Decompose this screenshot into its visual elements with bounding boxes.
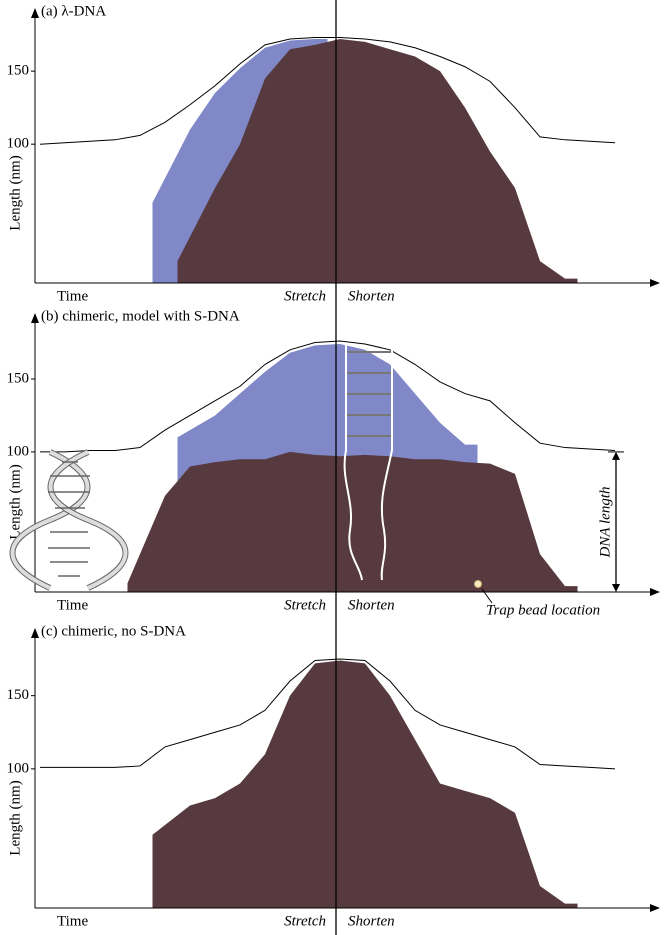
length-area xyxy=(127,451,578,592)
helix-strand xyxy=(10,450,90,590)
trap-bead xyxy=(474,580,482,588)
y-tick-label: 100 xyxy=(7,443,30,459)
y-axis-arrow xyxy=(31,8,39,18)
x-axis-arrow xyxy=(650,588,660,596)
y-axis-arrow xyxy=(31,313,39,323)
outline-line xyxy=(40,658,616,770)
panel-title: (c) chimeric, no S-DNA xyxy=(41,623,186,639)
arrow-head xyxy=(612,584,620,592)
y-tick-label: 150 xyxy=(7,370,30,386)
ladder-rail xyxy=(343,345,363,581)
y-axis-arrow xyxy=(31,628,39,638)
y-tick-label: 150 xyxy=(7,687,30,703)
outline-line xyxy=(40,340,616,453)
annotation: Time xyxy=(57,597,88,613)
annotation: Shorten xyxy=(348,288,395,304)
annotation: Stretch xyxy=(284,913,326,929)
annotation: Time xyxy=(57,913,88,929)
ladder-rail xyxy=(380,345,393,581)
helix-strand xyxy=(48,450,128,590)
annotation: DNA length xyxy=(597,486,613,558)
y-tick-label: 100 xyxy=(7,136,30,152)
annotation: Trap bead location xyxy=(486,602,600,618)
bead-pointer xyxy=(481,588,493,604)
x-axis-arrow xyxy=(650,904,660,912)
y-axis-label: Length (nm) xyxy=(7,155,23,230)
annotation: Time xyxy=(57,288,88,304)
y-axis-label: Length (nm) xyxy=(7,464,23,539)
panel-title: (b) chimeric, model with S-DNA xyxy=(41,308,240,324)
helix-rungs xyxy=(48,461,90,577)
plots: 100 150 Length (nm) (a) λ-DNA Time Stretch Sho… xyxy=(7,3,660,929)
y-tick-label: 100 xyxy=(7,760,30,776)
ladder-rungs xyxy=(346,351,392,437)
y-tick-label: 150 xyxy=(7,63,30,79)
annotation: Shorten xyxy=(348,597,395,613)
annotation: Stretch xyxy=(284,288,326,304)
panel-title: (a) λ-DNA xyxy=(41,3,106,19)
outline-line xyxy=(39,37,616,145)
annotation: Stretch xyxy=(284,597,326,613)
annotation: Shorten xyxy=(348,913,395,929)
arrow-head xyxy=(612,451,620,460)
ladder-drawing xyxy=(343,345,393,581)
length-area xyxy=(177,38,578,283)
helix-drawing xyxy=(9,449,129,591)
y-axis-label: Length (nm) xyxy=(7,780,23,855)
x-axis-arrow xyxy=(650,279,660,287)
length-area xyxy=(152,660,578,908)
